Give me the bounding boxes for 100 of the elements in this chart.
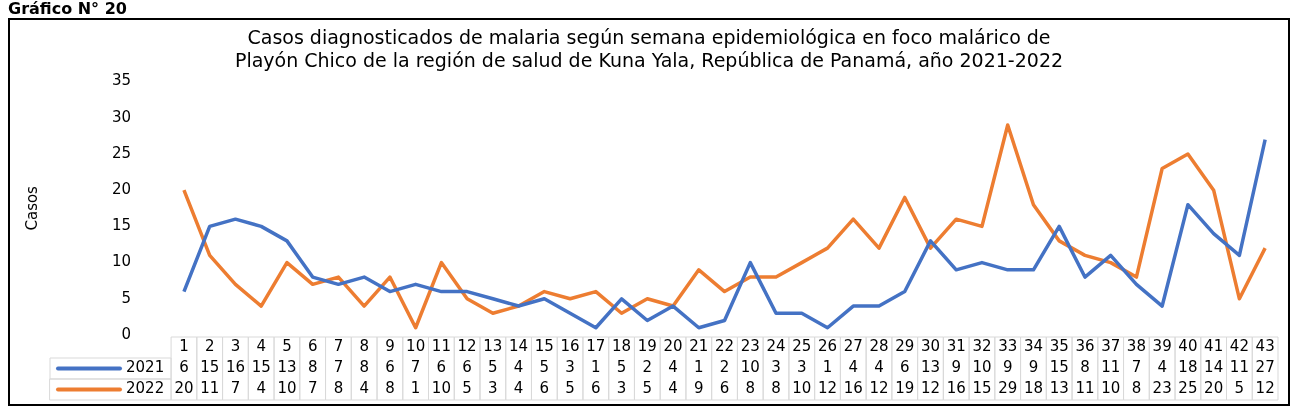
data-label: 8 [385, 379, 395, 398]
data-label: 7 [230, 379, 241, 398]
data-label: 8 [1080, 358, 1090, 377]
data-label: 13 [1049, 379, 1069, 398]
x-tick-label: 13 [483, 337, 503, 356]
x-tick-label: 42 [1229, 337, 1249, 356]
x-tick-label: 12 [457, 337, 477, 356]
x-tick-label: 18 [612, 337, 632, 356]
data-label: 8 [1131, 379, 1142, 398]
x-tick-label: 21 [689, 337, 709, 356]
data-label: 5 [488, 358, 498, 377]
y-tick-label: 20 [111, 180, 132, 199]
data-label: 10 [431, 379, 451, 398]
data-label: 8 [333, 379, 344, 398]
data-label: 6 [436, 358, 447, 377]
data-label: 10 [1101, 379, 1121, 398]
data-label: 4 [359, 379, 369, 398]
data-label: 7 [307, 379, 318, 398]
data-label: 29 [998, 379, 1018, 398]
data-label: 16 [946, 379, 966, 398]
data-label: 7 [410, 358, 421, 377]
data-label: 10 [740, 358, 760, 377]
x-tick-label: 3 [230, 337, 241, 356]
x-tick-label: 8 [359, 337, 369, 356]
x-tick-label: 9 [385, 337, 395, 356]
data-label: 2 [719, 358, 730, 377]
data-label: 18 [1178, 358, 1198, 377]
data-label: 4 [1157, 358, 1167, 377]
data-label: 4 [513, 358, 524, 377]
data-label: 6 [539, 379, 550, 398]
data-label: 5 [616, 358, 627, 377]
y-tick-label: 25 [111, 143, 132, 162]
legend-label: 2022 [126, 379, 165, 398]
x-tick-label: 33 [998, 337, 1018, 356]
data-label: 8 [771, 379, 781, 398]
data-label: 15 [251, 358, 271, 377]
data-label: 5 [539, 358, 550, 377]
x-tick-label: 10 [406, 337, 426, 356]
x-tick-label: 43 [1255, 337, 1275, 356]
data-label: 8 [307, 358, 318, 377]
data-label: 10 [277, 379, 297, 398]
x-tick-label: 32 [972, 337, 992, 356]
y-tick-label: 10 [111, 252, 132, 271]
data-label: 13 [920, 358, 941, 377]
data-label: 11 [1229, 358, 1249, 377]
x-tick-label: 39 [1152, 337, 1172, 356]
x-tick-label: 38 [1126, 337, 1146, 356]
data-label: 9 [951, 358, 961, 377]
data-label: 3 [771, 358, 781, 377]
x-tick-label: 20 [663, 337, 683, 356]
x-tick-label: 5 [282, 337, 292, 356]
data-label: 9 [694, 379, 704, 398]
x-tick-label: 1 [179, 337, 189, 356]
data-label: 10 [792, 379, 812, 398]
data-label: 11 [1101, 358, 1121, 377]
x-tick-label: 2 [204, 337, 215, 356]
data-label: 1 [410, 379, 421, 398]
x-tick-label: 27 [843, 337, 863, 356]
data-label: 6 [719, 379, 730, 398]
text: Gráfico N° 20 [8, 0, 128, 18]
x-tick-label: 16 [560, 337, 580, 356]
x-tick-label: 11 [431, 337, 451, 356]
x-tick-label: 19 [637, 337, 657, 356]
data-label: 4 [513, 379, 524, 398]
data-label: 8 [359, 358, 369, 377]
data-label: 15 [972, 379, 992, 398]
data-label: 23 [1152, 379, 1172, 398]
data-label: 12 [920, 379, 941, 398]
x-tick-label: 34 [1023, 337, 1043, 356]
x-tick-label: 24 [766, 337, 786, 356]
data-label: 4 [874, 358, 884, 377]
data-label: 3 [797, 358, 807, 377]
data-label: 1 [822, 358, 833, 377]
data-label: 15 [1049, 358, 1069, 377]
x-tick-label: 25 [792, 337, 812, 356]
data-label: 25 [1178, 379, 1198, 398]
x-tick-label: 7 [333, 337, 344, 356]
data-label: 10 [972, 358, 992, 377]
x-tick-label: 14 [509, 337, 529, 356]
data-label: 9 [1002, 358, 1013, 377]
data-label: 13 [277, 358, 297, 377]
data-label: 4 [256, 379, 266, 398]
y-tick-label: 15 [111, 216, 132, 235]
data-label: 7 [333, 358, 344, 377]
data-label: 2 [642, 358, 653, 377]
data-label: 20 [1204, 379, 1224, 398]
data-label: 16 [225, 358, 245, 377]
x-tick-label: 31 [946, 337, 966, 356]
x-tick-label: 22 [715, 337, 735, 356]
x-tick-label: 23 [740, 337, 760, 356]
data-label: 1 [591, 358, 601, 377]
data-label: 6 [385, 358, 395, 377]
data-label: 18 [1023, 379, 1043, 398]
x-tick-label: 6 [307, 337, 318, 356]
data-label: 5 [565, 379, 575, 398]
chart-title: Casos diagnosticados de malaria según semana epidemiológica en foco malárico de Playón Chico de la región de salud de Kuna Yala, República de Panamá, año 2021-2022 [234, 26, 1064, 72]
data-label: 3 [488, 379, 498, 398]
x-tick-label: 41 [1204, 337, 1224, 356]
x-tick-label: 28 [869, 337, 889, 356]
data-label: 6 [179, 358, 189, 377]
